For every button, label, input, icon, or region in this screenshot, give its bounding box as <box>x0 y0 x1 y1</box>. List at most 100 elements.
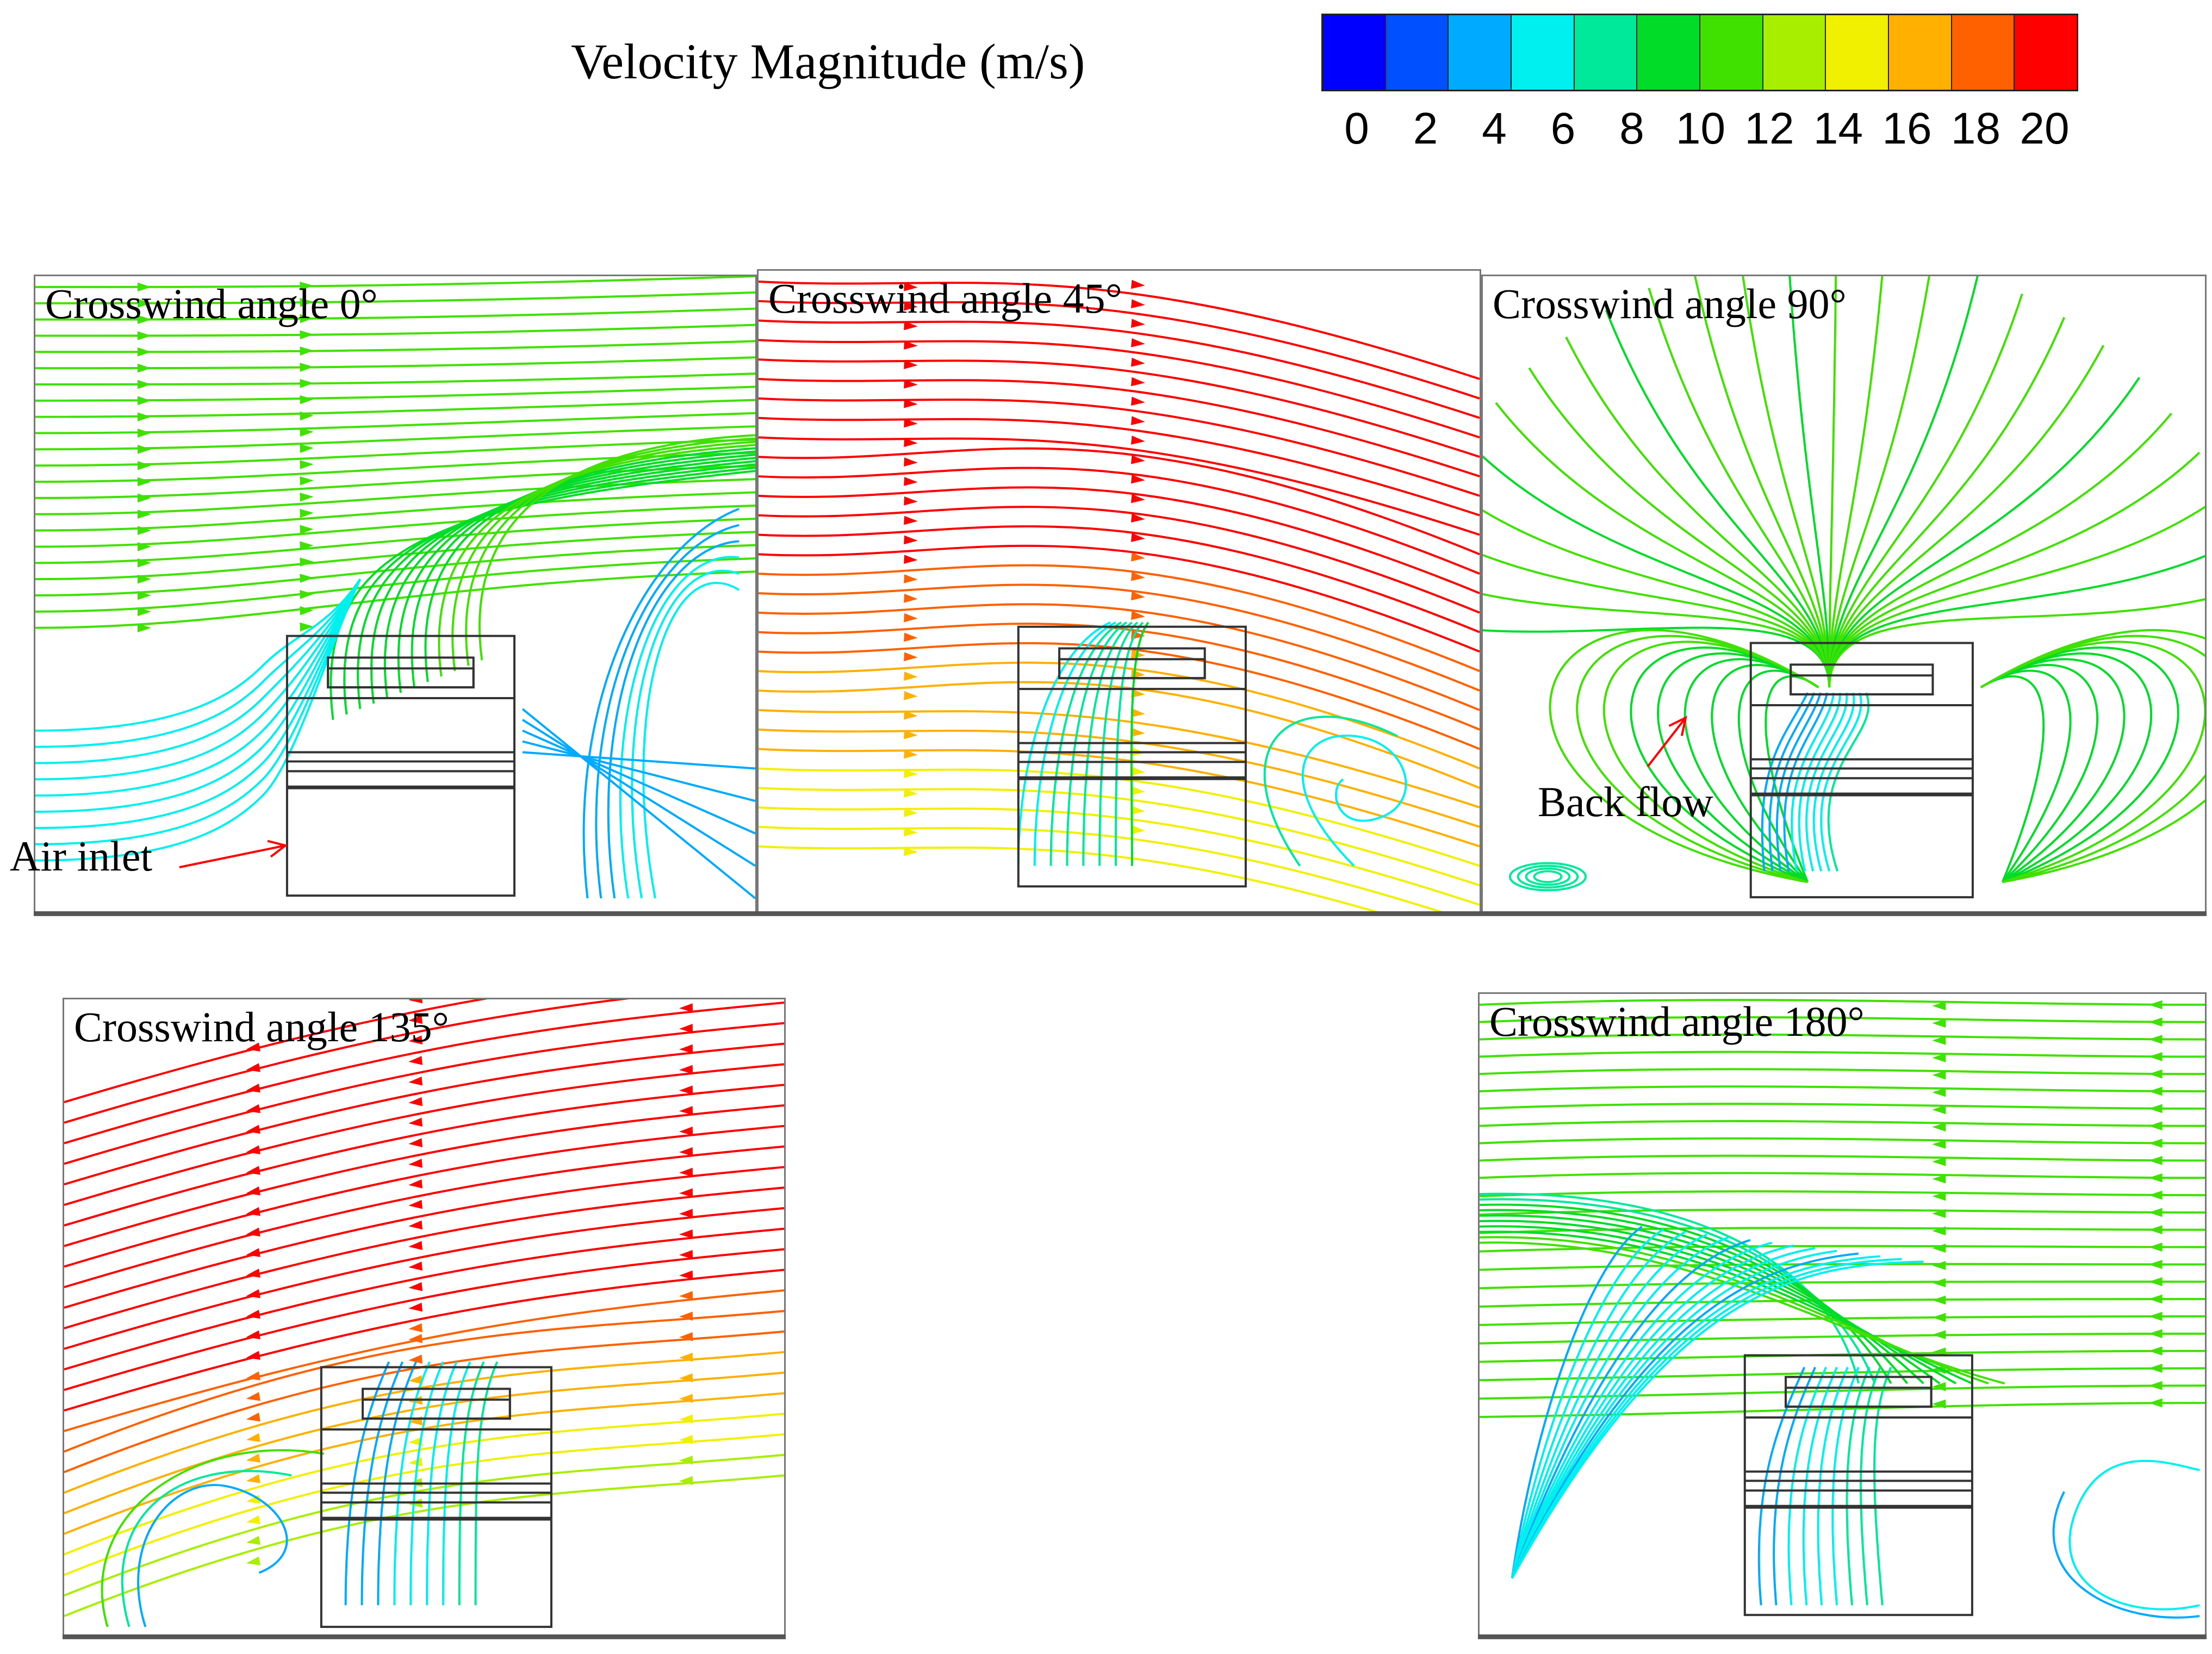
streamline-arrow <box>1130 474 1145 484</box>
streamline <box>759 378 1480 477</box>
streamline-arrow <box>1932 1209 1946 1218</box>
colorbar <box>1321 14 2078 91</box>
streamline-arrow <box>904 710 918 720</box>
streamline <box>1483 626 1831 688</box>
streamline <box>1831 1366 1860 1606</box>
streamline <box>64 1474 784 1618</box>
streamline-arrow <box>2148 1346 2163 1356</box>
streamline-arrow <box>137 493 152 503</box>
streamline-arrow <box>1932 1295 1946 1305</box>
streamline-arrow <box>904 847 918 856</box>
streamline-arrow <box>1130 279 1145 289</box>
streamline-arrow <box>300 525 314 534</box>
streamline-arrow <box>1932 1330 1946 1340</box>
streamline <box>64 1453 784 1597</box>
streamline <box>64 1022 784 1165</box>
streamline-arrow <box>246 1515 260 1525</box>
streamline <box>595 524 740 899</box>
streamline <box>64 1207 784 1350</box>
streamline-arrow <box>1932 1191 1946 1201</box>
streamline <box>1017 621 1111 866</box>
streamline <box>35 291 755 304</box>
streamline <box>1828 276 1930 688</box>
streamline <box>1480 1214 1924 1384</box>
streamlines-0 <box>35 276 755 899</box>
streamline-arrow <box>679 1229 693 1239</box>
streamline <box>35 356 755 370</box>
streamline-arrow <box>137 558 152 568</box>
streamline-arrow <box>300 314 314 324</box>
streamline <box>1511 1226 1643 1578</box>
streamline-arrow <box>904 691 918 700</box>
streamline <box>409 1361 444 1606</box>
streamline-arrow <box>246 1248 260 1257</box>
streamline-arrow <box>679 1065 693 1074</box>
streamline <box>1757 1366 1806 1606</box>
streamline <box>424 447 755 682</box>
streamline-arrow <box>904 321 918 331</box>
streamline-arrow <box>300 444 314 453</box>
colorbar-swatch <box>1385 15 1449 90</box>
streamline <box>383 457 755 699</box>
streamline <box>1657 652 1819 884</box>
streamline <box>1480 1103 2205 1110</box>
streamline <box>1483 455 1831 688</box>
streamline <box>759 447 1480 556</box>
streamline <box>1603 641 1819 884</box>
streamline <box>357 463 755 710</box>
streamline <box>35 504 755 548</box>
streamline-arrow <box>904 827 918 837</box>
streamline-arrow <box>137 526 152 535</box>
streamline <box>1980 675 2045 883</box>
streamline-arrow <box>408 1035 422 1044</box>
streamline-arrow <box>408 1056 422 1065</box>
streamline-arrow <box>1130 727 1145 737</box>
streamline-arrow <box>408 1457 422 1466</box>
streamline <box>64 1124 784 1268</box>
streamline-arrow <box>2148 1381 2163 1390</box>
streamline <box>1115 621 1144 866</box>
streamline-arrow <box>246 1269 260 1278</box>
colorbar-swatch <box>1512 15 1575 90</box>
streamline <box>1791 692 1835 872</box>
streamline <box>1130 621 1150 866</box>
streamline <box>759 358 1480 458</box>
streamline-arrow <box>679 1476 693 1485</box>
streamline-arrow <box>904 788 918 798</box>
streamline <box>64 1351 784 1494</box>
streamline <box>522 740 755 802</box>
streamline-arrow <box>904 769 918 779</box>
streamline-arrow <box>2148 1086 2163 1096</box>
streamline <box>1480 1190 2205 1198</box>
streamline <box>64 1269 784 1412</box>
streamline <box>1980 669 2072 883</box>
streamline-arrow <box>137 445 152 454</box>
streamline <box>759 603 1480 711</box>
colorbar-swatch <box>1952 15 2015 90</box>
vortex-ellipse <box>1533 870 1563 884</box>
streamline <box>1775 692 1822 872</box>
streamline <box>1683 658 1819 883</box>
streamline-arrow <box>246 1371 260 1381</box>
streamline <box>64 1145 784 1289</box>
streamline <box>1480 1120 2205 1127</box>
streamline <box>1828 276 1884 688</box>
streamline-arrow <box>137 363 152 373</box>
streamline-arrow <box>679 1311 693 1321</box>
streamline <box>1066 621 1127 866</box>
streamline-arrow <box>408 1199 422 1209</box>
annotation-back-flow: Back flow <box>1538 778 1713 825</box>
streamline <box>35 372 755 385</box>
streamline <box>1828 345 2105 688</box>
streamline <box>1483 509 1831 688</box>
streamline-arrow <box>2148 1277 2163 1286</box>
streamline <box>1828 505 2205 688</box>
streamline <box>1480 1245 2205 1253</box>
streamline <box>35 579 362 829</box>
streamline <box>438 444 755 677</box>
streamline-arrow <box>904 340 918 350</box>
streamline-arrow <box>2148 1052 2163 1061</box>
streamline <box>64 1248 784 1391</box>
streamlines-180 <box>1480 999 2205 1619</box>
streamline-arrow <box>904 301 918 311</box>
